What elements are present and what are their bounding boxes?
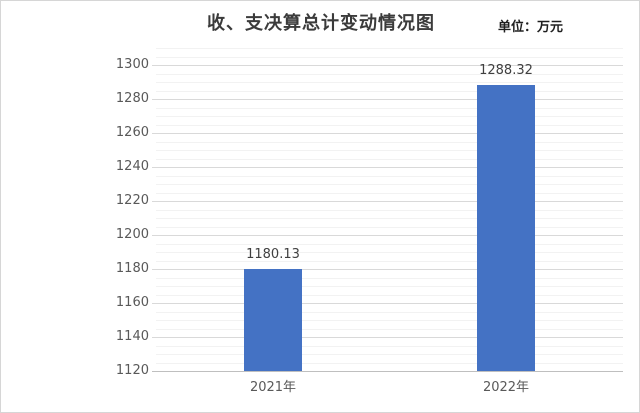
minor-gridline: [156, 82, 623, 83]
minor-gridline: [156, 116, 623, 117]
y-axis-tick-label: 1240: [115, 159, 149, 174]
minor-gridline: [156, 74, 623, 75]
bar-2021年: [244, 269, 302, 371]
minor-gridline: [156, 329, 623, 330]
minor-gridline: [156, 286, 623, 287]
major-gridline: [152, 65, 623, 66]
minor-gridline: [156, 159, 623, 160]
bar-value-label: 1180.13: [246, 247, 300, 262]
minor-gridline: [156, 295, 623, 296]
y-axis-tick-label: 1260: [115, 125, 149, 140]
chart-title: 收、支决算总计变动情况图: [207, 13, 435, 34]
major-gridline: [152, 337, 623, 338]
minor-gridline: [156, 320, 623, 321]
minor-gridline: [156, 261, 623, 262]
y-axis-tick-label: 1160: [115, 295, 149, 310]
y-axis-tick-label: 1200: [115, 227, 149, 242]
bar-value-label: 1288.32: [479, 63, 533, 78]
major-gridline: [152, 133, 623, 134]
y-axis-tick-label: 1180: [115, 261, 149, 276]
y-axis-tick-label: 1280: [115, 91, 149, 106]
minor-gridline: [156, 354, 623, 355]
minor-gridline: [156, 150, 623, 151]
minor-gridline: [156, 125, 623, 126]
minor-gridline: [156, 193, 623, 194]
minor-gridline: [156, 142, 623, 143]
minor-gridline: [156, 57, 623, 58]
bar-2022年: [477, 85, 535, 371]
minor-gridline: [156, 210, 623, 211]
major-gridline: [152, 99, 623, 100]
major-gridline: [152, 167, 623, 168]
major-gridline: [152, 235, 623, 236]
minor-gridline: [156, 108, 623, 109]
major-gridline: [152, 269, 623, 270]
minor-gridline: [156, 176, 623, 177]
unit-label: 单位：万元: [498, 20, 564, 35]
minor-gridline: [156, 184, 623, 185]
y-axis-tick-label: 1120: [115, 363, 149, 378]
minor-gridline: [156, 227, 623, 228]
minor-gridline: [156, 218, 623, 219]
major-gridline: [152, 303, 623, 304]
minor-gridline: [156, 312, 623, 313]
minor-gridline: [156, 252, 623, 253]
y-axis-tick-label: 1220: [115, 193, 149, 208]
y-axis-tick-label: 1140: [115, 329, 149, 344]
minor-gridline: [156, 346, 623, 347]
x-axis-category-label: 2022年: [482, 380, 530, 395]
minor-gridline: [156, 363, 623, 364]
major-gridline: [152, 201, 623, 202]
x-axis-category-label: 2021年: [249, 380, 297, 395]
minor-gridline: [156, 91, 623, 92]
x-axis-line: [152, 371, 623, 372]
minor-gridline: [156, 278, 623, 279]
minor-gridline: [156, 48, 623, 49]
minor-gridline: [156, 244, 623, 245]
y-axis-tick-label: 1300: [115, 57, 149, 72]
